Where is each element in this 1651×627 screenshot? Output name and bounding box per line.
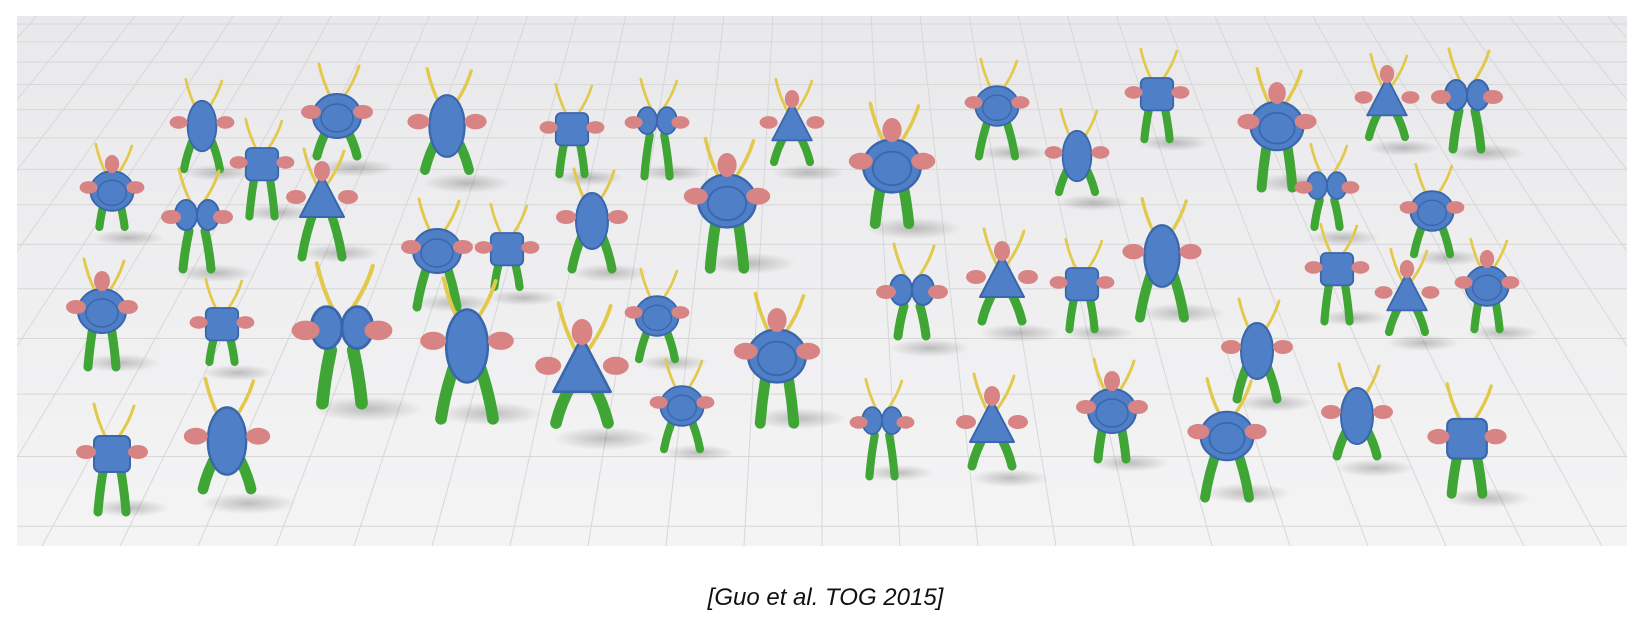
creature-model xyxy=(849,377,935,481)
creature-model xyxy=(1304,222,1390,326)
creature-model xyxy=(407,67,511,194)
creature-model xyxy=(66,257,160,372)
creature-model xyxy=(733,291,847,430)
creature-model xyxy=(1221,297,1315,412)
creature-model xyxy=(189,277,275,381)
creature-model xyxy=(683,136,797,275)
creature-model xyxy=(1374,247,1460,351)
creature-model xyxy=(183,376,297,515)
creature-model xyxy=(1044,107,1130,211)
creature-model xyxy=(301,62,395,177)
creature-model xyxy=(966,227,1060,342)
creature-model xyxy=(1187,377,1291,504)
creature-model xyxy=(535,301,658,451)
creature-model xyxy=(1124,47,1210,151)
creature-model xyxy=(624,267,710,371)
creature-model xyxy=(759,77,845,181)
creature-model xyxy=(539,82,625,186)
creature-collection-render xyxy=(17,16,1627,546)
creature-model xyxy=(1454,237,1540,341)
creature-model xyxy=(1049,237,1135,341)
creature-scene-svg xyxy=(17,16,1627,546)
creature-model xyxy=(1122,197,1226,324)
creature-model xyxy=(1431,47,1525,162)
creature-model xyxy=(291,261,424,422)
creature-model xyxy=(401,197,495,312)
creature-model xyxy=(1321,362,1415,477)
creature-model xyxy=(79,142,165,246)
creature-model xyxy=(956,372,1050,487)
creature-model xyxy=(848,101,962,240)
creature-model xyxy=(161,167,255,282)
creature-model xyxy=(229,117,315,221)
creature-model xyxy=(1399,162,1485,266)
creature-model xyxy=(286,147,380,262)
creature-model xyxy=(624,77,710,181)
figure-caption: [Guo et al. TOG 2015] xyxy=(707,584,944,611)
creature-model xyxy=(1354,52,1440,156)
creature-model xyxy=(76,402,170,517)
creature-model xyxy=(1076,357,1170,472)
creature-model xyxy=(964,57,1050,161)
creature-model xyxy=(876,242,970,357)
creature-model xyxy=(556,167,650,282)
creature-model xyxy=(169,77,255,181)
creature-model xyxy=(474,202,560,306)
creature-model xyxy=(1427,382,1531,509)
creature-model xyxy=(420,276,543,426)
creatures xyxy=(66,47,1540,517)
creature-model xyxy=(649,357,735,461)
